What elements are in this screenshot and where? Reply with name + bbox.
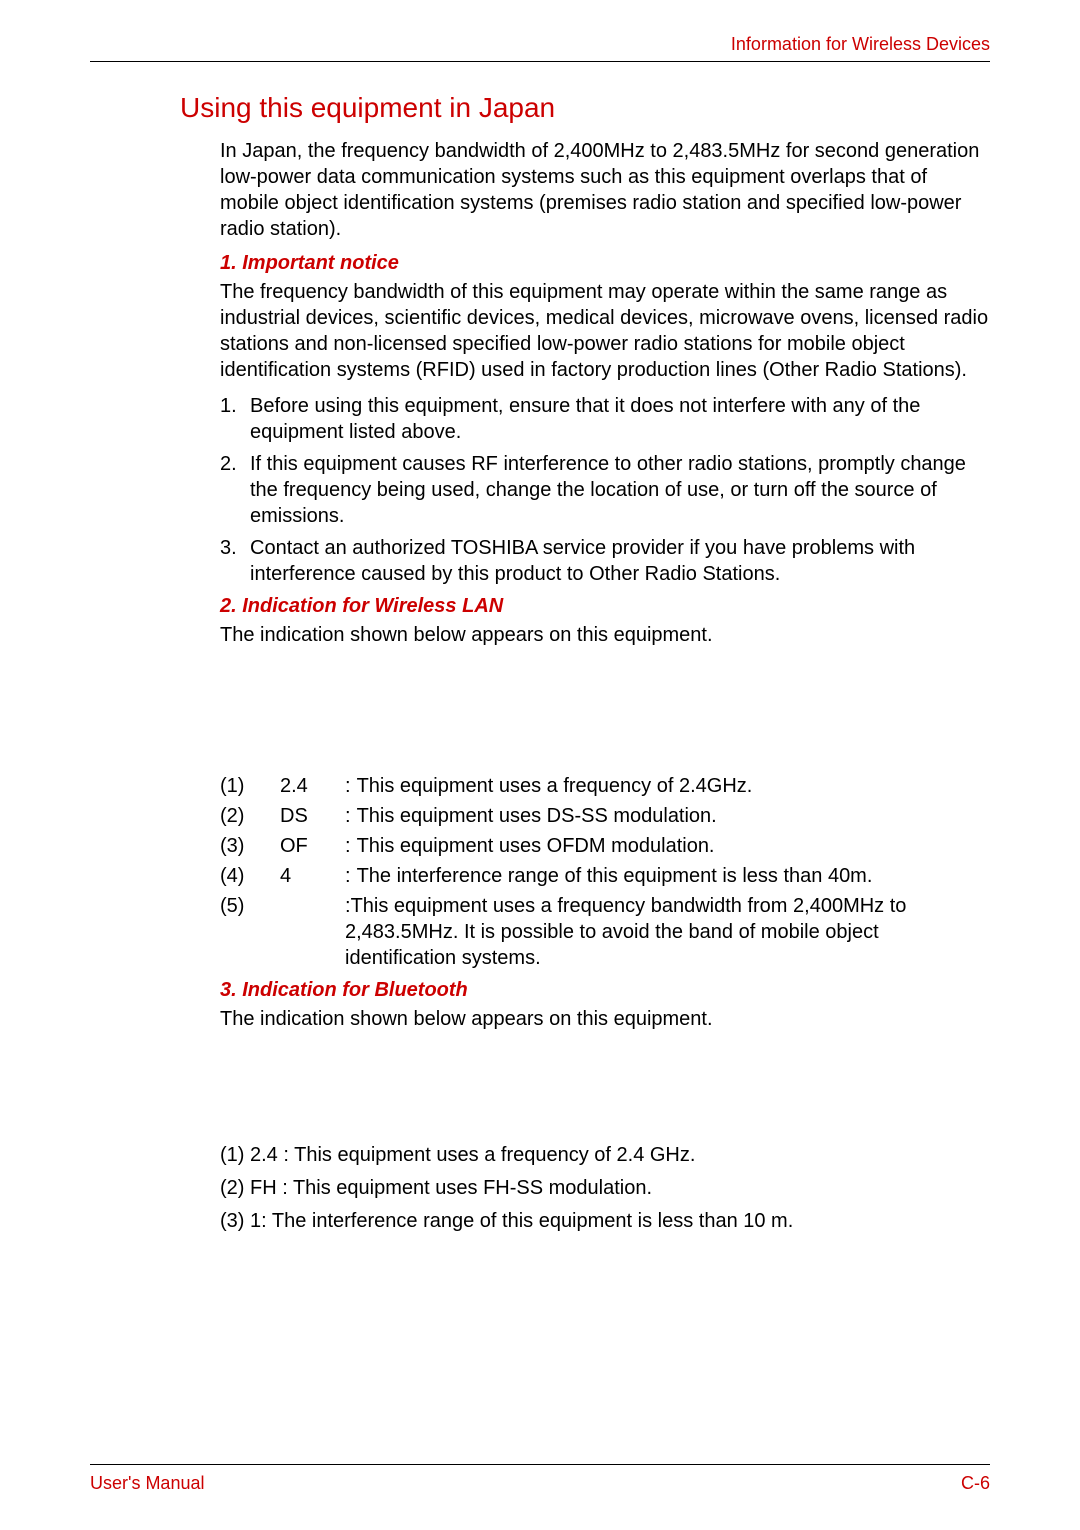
wlan-paragraph: The indication shown below appears on th… <box>220 622 990 648</box>
footer-left-label: User's Manual <box>90 1473 204 1494</box>
subheading-wireless-lan: 2. Indication for Wireless LAN <box>220 595 990 618</box>
subheading-bluetooth: 3. Indication for Bluetooth <box>220 979 990 1002</box>
section-title: Using this equipment in Japan <box>180 92 990 124</box>
list-item: 2.If this equipment causes RF interferen… <box>220 451 990 529</box>
important-notice-list: 1.Before using this equipment, ensure th… <box>220 393 990 587</box>
footer-page-number: C-6 <box>961 1473 990 1494</box>
list-item: (1) 2.4 : This equipment uses a frequenc… <box>220 1142 990 1169</box>
list-item: 3.Contact an authorized TOSHIBA service … <box>220 535 990 587</box>
wlan-label-placeholder <box>220 658 990 773</box>
bluetooth-indication-list: (1) 2.4 : This equipment uses a frequenc… <box>220 1142 990 1235</box>
list-item: (2) FH : This equipment uses FH-SS modul… <box>220 1175 990 1202</box>
bluetooth-label-placeholder <box>220 1042 990 1142</box>
table-row: (1) 2.4 :This equipment uses a frequency… <box>220 773 990 799</box>
footer-rule <box>90 1464 990 1465</box>
wlan-indication-table: (1) 2.4 :This equipment uses a frequency… <box>220 773 990 971</box>
subheading-important-notice: 1. Important notice <box>220 252 990 275</box>
table-row: (2) DS :This equipment uses DS-SS modula… <box>220 803 990 829</box>
list-item: (3) 1: The interference range of this eq… <box>220 1208 990 1235</box>
table-row: (4) 4 :The interference range of this eq… <box>220 863 990 889</box>
important-notice-paragraph: The frequency bandwidth of this equipmen… <box>220 279 990 383</box>
intro-paragraph: In Japan, the frequency bandwidth of 2,4… <box>220 138 990 242</box>
header-section-label: Information for Wireless Devices <box>90 34 990 55</box>
table-row: (3) OF :This equipment uses OFDM modulat… <box>220 833 990 859</box>
header-rule <box>90 61 990 62</box>
page-footer: User's Manual C-6 <box>90 1464 990 1494</box>
table-row: (5) :This equipment uses a frequency ban… <box>220 893 990 971</box>
list-item: 1.Before using this equipment, ensure th… <box>220 393 990 445</box>
bluetooth-paragraph: The indication shown below appears on th… <box>220 1006 990 1032</box>
